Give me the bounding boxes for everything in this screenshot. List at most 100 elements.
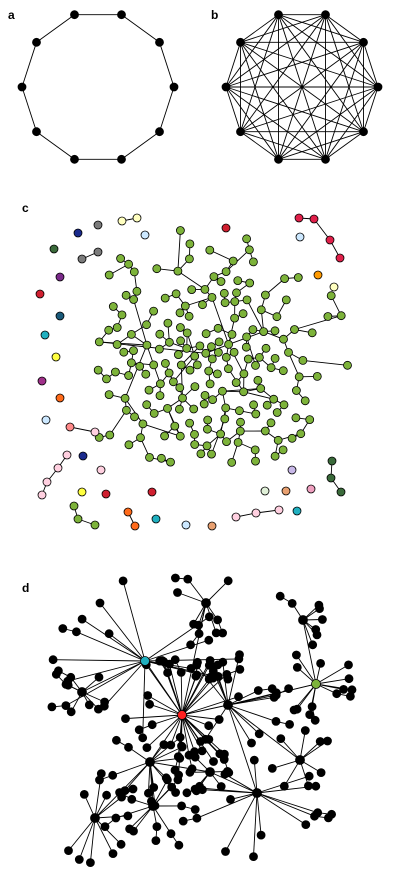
tree-edge	[224, 773, 258, 794]
tree-edge	[296, 654, 317, 685]
tree-node	[149, 783, 159, 792]
giant-component-node	[227, 457, 237, 467]
panel-c-label: c	[22, 201, 29, 215]
giant-component-node	[126, 329, 136, 339]
tree-node	[316, 768, 326, 777]
complete-edge	[225, 86, 326, 160]
ring-node	[117, 10, 126, 20]
hub-node	[140, 656, 150, 666]
tree-node	[256, 830, 266, 840]
giant-component-node	[230, 297, 240, 307]
tree-node	[332, 689, 342, 699]
tree-node	[176, 668, 186, 677]
tree-node	[116, 839, 126, 849]
giant-component-node	[250, 445, 260, 455]
ring-edge	[121, 131, 160, 160]
giant-component-node	[142, 320, 151, 330]
fragment-node	[73, 228, 83, 238]
panel-a-label: a	[8, 8, 15, 22]
fragment-node	[251, 508, 261, 518]
tree-edge	[81, 660, 146, 693]
giant-component-node	[178, 393, 187, 403]
tree-node	[194, 620, 204, 630]
tree-node	[96, 769, 106, 778]
tree-edge	[302, 619, 317, 685]
giant-component-node	[279, 400, 289, 410]
giant-component-node	[104, 270, 114, 280]
tree-node	[221, 847, 230, 856]
fragment-node	[140, 230, 150, 240]
giant-component-node	[222, 437, 231, 447]
tree-node	[267, 684, 277, 694]
giant-component-node	[269, 394, 279, 404]
fragment-node	[96, 465, 106, 475]
giant-component-node	[185, 365, 195, 375]
tree-edge	[222, 662, 229, 706]
giant-component-node	[272, 312, 282, 322]
tree-node	[304, 771, 314, 781]
giant-component-node	[149, 360, 159, 370]
tree-node	[303, 781, 313, 791]
ring-edge	[21, 86, 37, 132]
giant-component-node	[223, 364, 233, 374]
tree-edge	[256, 792, 315, 817]
giant-component-node	[132, 286, 142, 296]
ring-node	[155, 37, 164, 47]
fragment-node	[101, 489, 111, 499]
tree-node	[271, 717, 281, 726]
tree-node	[323, 813, 333, 823]
complete-edge	[240, 131, 279, 160]
tree-node	[271, 690, 281, 700]
giant-component-node	[202, 441, 212, 451]
tree-edge	[149, 703, 183, 716]
fragment-node	[40, 330, 50, 340]
giant-component-node	[248, 325, 258, 335]
giant-component-node	[164, 337, 174, 347]
complete-edge	[363, 86, 379, 132]
fragment-node	[73, 514, 83, 524]
giant-component-node	[154, 344, 164, 354]
giant-component-node	[239, 387, 249, 397]
fragment-node	[260, 486, 270, 496]
tree-node	[178, 816, 188, 826]
tree-node	[223, 674, 233, 684]
complete-edge	[240, 41, 379, 88]
tree-edge	[68, 817, 96, 851]
tree-node	[174, 840, 184, 850]
fragment-node	[55, 393, 65, 403]
giant-component-node	[219, 288, 229, 298]
fragment-node	[295, 232, 305, 242]
giant-component-node	[279, 334, 288, 344]
giant-component-node	[168, 377, 178, 387]
fragment-node	[329, 282, 339, 292]
giant-component-node	[305, 415, 315, 425]
tree-edge	[181, 714, 220, 720]
tree-node	[223, 576, 233, 586]
tree-edge	[181, 660, 211, 716]
complete-edge	[225, 42, 241, 88]
tree-node	[317, 615, 327, 624]
tree-node	[134, 725, 144, 735]
tree-edge	[94, 817, 122, 845]
tree-edge	[94, 796, 122, 819]
tree-node	[213, 672, 223, 681]
tree-node	[295, 755, 305, 765]
giant-component-node	[253, 375, 263, 385]
tree-edge	[129, 805, 154, 830]
complete-edge	[225, 86, 241, 132]
fragment-node	[78, 451, 88, 461]
complete-edge	[363, 42, 379, 88]
giant-component-node	[104, 390, 114, 400]
tree-edge	[227, 690, 259, 706]
giant-component-node	[245, 278, 255, 288]
giant-component-node	[187, 285, 197, 295]
tree-node	[108, 849, 118, 858]
complete-node	[321, 154, 330, 164]
giant-component-node	[203, 415, 213, 425]
giant-component-node	[227, 329, 237, 339]
giant-component-node	[261, 343, 271, 353]
giant-component-node	[241, 342, 251, 352]
tree-node	[95, 598, 105, 608]
giant-component-node	[217, 386, 227, 396]
giant-component-node	[298, 355, 308, 365]
